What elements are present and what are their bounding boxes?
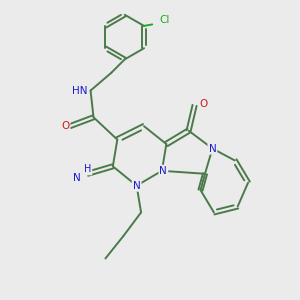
Text: HN: HN <box>72 85 88 96</box>
Text: N: N <box>160 166 167 176</box>
Text: H: H <box>84 164 91 174</box>
Text: N: N <box>73 173 81 183</box>
Text: O: O <box>200 99 208 109</box>
Text: N: N <box>208 143 216 154</box>
Text: Cl: Cl <box>160 15 170 25</box>
Text: N: N <box>133 181 140 191</box>
Text: O: O <box>61 121 69 131</box>
